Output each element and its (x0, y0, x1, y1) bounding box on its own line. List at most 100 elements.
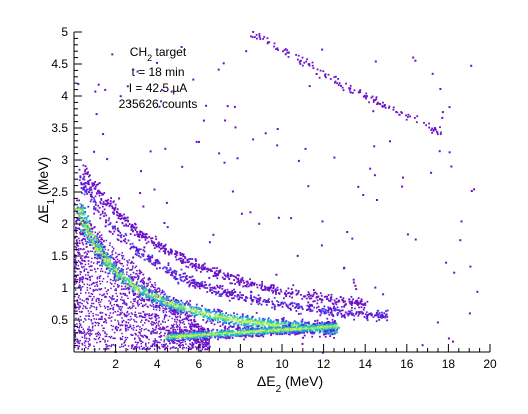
data-point (81, 220, 83, 222)
data-point (186, 281, 189, 284)
data-point (180, 344, 182, 347)
data-point (189, 346, 191, 349)
data-point (237, 332, 240, 335)
data-point (153, 188, 156, 191)
data-point (272, 322, 274, 324)
data-point (375, 312, 378, 314)
data-point (121, 335, 124, 338)
data-point (334, 320, 336, 323)
data-point (205, 308, 207, 311)
data-point (257, 332, 259, 335)
data-point (89, 275, 91, 278)
data-point (166, 271, 168, 274)
data-point (453, 271, 456, 274)
data-point (158, 306, 160, 308)
data-point (148, 300, 150, 302)
data-point (299, 328, 302, 330)
data-point (104, 313, 107, 316)
data-point (159, 336, 162, 338)
data-point (243, 324, 246, 326)
data-point (84, 256, 87, 259)
data-point (86, 188, 88, 191)
data-point (115, 325, 117, 328)
data-point (144, 316, 146, 319)
data-point (268, 329, 270, 332)
data-point (78, 308, 80, 310)
data-point (151, 314, 153, 316)
data-point (80, 324, 82, 326)
data-point (110, 335, 113, 338)
data-point (172, 346, 175, 348)
data-point (182, 307, 185, 310)
data-point (170, 324, 173, 326)
data-point (168, 269, 171, 271)
data-point (159, 347, 161, 350)
data-point (135, 283, 137, 286)
data-point (92, 289, 94, 291)
data-point (153, 342, 156, 345)
data-point (115, 328, 118, 330)
data-point (132, 324, 135, 327)
data-point (252, 320, 255, 322)
data-point (95, 322, 97, 324)
data-point (247, 326, 250, 329)
data-point (326, 317, 329, 320)
data-point (317, 327, 319, 330)
data-point (155, 291, 157, 294)
data-point (159, 326, 161, 329)
data-point (142, 305, 144, 308)
data-point (269, 321, 272, 324)
data-point (279, 331, 282, 334)
data-point (176, 302, 179, 305)
data-point (107, 259, 110, 262)
data-point (98, 299, 100, 301)
data-point (187, 332, 190, 335)
data-point (97, 239, 100, 241)
data-point (153, 341, 156, 344)
data-point (142, 347, 145, 350)
data-point (278, 328, 281, 331)
data-point (170, 309, 172, 312)
data-point (119, 314, 121, 316)
data-point (82, 328, 84, 330)
data-point (76, 199, 78, 202)
data-point (112, 298, 115, 300)
data-point (192, 330, 194, 332)
data-point (103, 257, 106, 260)
data-point (150, 295, 153, 297)
data-point (96, 209, 99, 212)
data-point (136, 274, 139, 277)
data-point (116, 295, 119, 298)
data-point (134, 293, 136, 296)
data-point (217, 336, 220, 339)
data-point (193, 326, 196, 328)
data-point (162, 346, 165, 348)
data-point (136, 346, 139, 349)
data-point (250, 328, 252, 330)
data-point (80, 239, 83, 242)
data-point (87, 302, 89, 305)
data-point (95, 113, 98, 116)
data-point (122, 279, 125, 282)
data-point (207, 328, 210, 330)
data-point (131, 345, 133, 347)
data-point (341, 309, 344, 312)
data-point (222, 292, 225, 294)
data-point (277, 216, 280, 219)
data-point (96, 281, 98, 283)
data-point (178, 339, 181, 342)
data-point (145, 313, 147, 315)
data-point (258, 327, 261, 330)
data-point (97, 242, 99, 245)
data-point (166, 335, 169, 337)
data-point (151, 330, 153, 333)
data-point (318, 322, 321, 324)
data-point (246, 318, 248, 321)
data-point (197, 338, 200, 341)
data-point (136, 344, 138, 346)
data-point (164, 313, 167, 316)
data-point (323, 327, 326, 330)
data-point (329, 327, 332, 329)
data-point (74, 340, 76, 342)
data-point (199, 331, 202, 334)
